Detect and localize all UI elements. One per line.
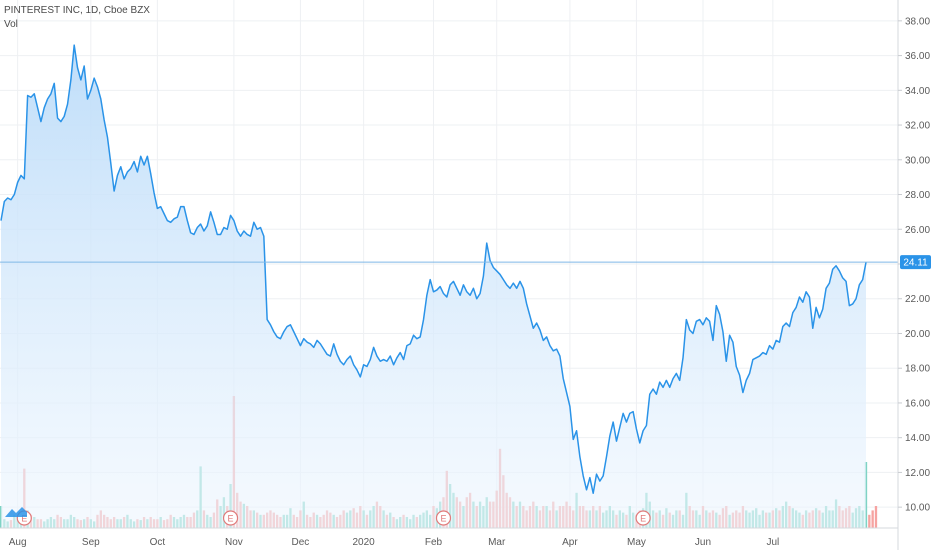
x-tick-label: Jul [766,537,779,548]
y-tick-label: 20.00 [905,329,930,340]
x-tick-label: May [627,537,646,548]
tradingview-logo-icon[interactable] [4,505,28,524]
volume-bar [868,514,871,528]
y-tick-label: 38.00 [905,16,930,27]
volume-indicator-label[interactable]: Vol [4,19,18,30]
earnings-marker-label: E [21,514,27,524]
y-tick-label: 26.00 [905,225,930,236]
y-tick-label: 34.00 [905,86,930,97]
earnings-marker-circle [435,510,452,526]
x-tick-label: Apr [562,537,578,548]
y-tick-label: 30.00 [905,155,930,166]
y-tick-label: 22.00 [905,294,930,305]
y-tick-label: 16.00 [905,398,930,409]
chart-legend: PINTEREST INC, 1D, Cboe BZX Vol [4,4,150,32]
symbol-title[interactable]: PINTEREST INC, 1D, Cboe BZX [4,5,150,16]
earnings-marker-label: E [440,514,446,524]
y-tick-label: 28.00 [905,190,930,201]
x-tick-label: Dec [292,537,310,548]
earnings-marker-label: E [228,514,234,524]
earnings-marker-icon: E [635,510,651,526]
x-tick-label: Feb [425,537,443,548]
x-tick-label: Jun [695,537,711,548]
x-tick-label: Sep [82,537,100,548]
time-axis[interactable]: Aug Sep Oct Nov Dec 2020 Feb Mar Apr May Jun Jul [9,537,780,548]
last-price-tag-box [900,255,931,270]
y-tick-label: 18.00 [905,364,930,375]
earnings-marker-circle [635,510,651,526]
x-tick-label: 2020 [353,537,376,548]
y-tick-label: 14.00 [905,433,930,444]
volume-bar [874,506,878,528]
earnings-marker-icon: E [222,510,239,526]
price-area-fill [1,45,866,528]
x-tick-label: Aug [9,537,27,548]
y-tick-label: 36.00 [905,51,930,62]
y-tick-label: 12.00 [905,468,930,479]
last-price-tag-label: 24.11 [903,258,928,269]
price-line [0,44,867,495]
earnings-marker-label: E [640,514,646,524]
x-tick-label: Mar [488,537,506,548]
x-tick-label: Oct [150,537,166,548]
y-tick-label: 10.00 [905,503,930,514]
earnings-marker-icon: E [435,510,452,526]
last-price-tag: 24.11 [900,255,931,270]
earnings-marker-circle [222,510,239,526]
x-tick-label: Nov [225,537,243,548]
volume-bar [871,510,874,528]
y-tick-label: 32.00 [905,121,930,132]
